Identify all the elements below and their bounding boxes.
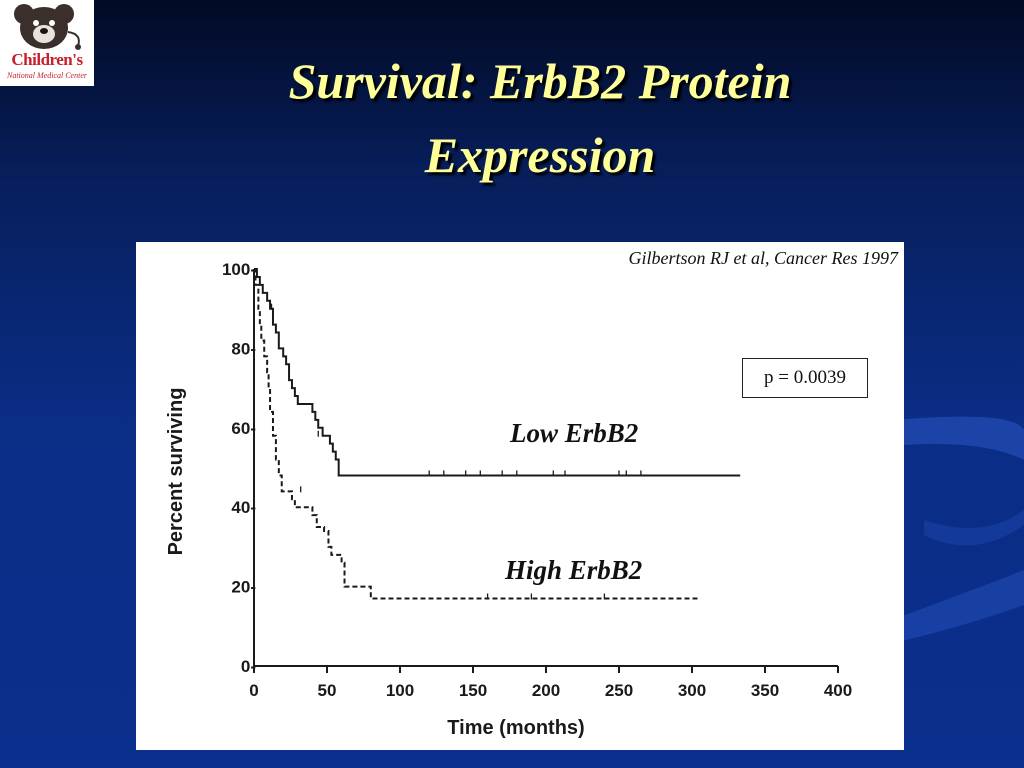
x-tick-label: 200: [532, 681, 560, 700]
x-axis-title: Time (months): [447, 717, 584, 739]
chart-series: [254, 268, 741, 600]
y-tick-label: 100-: [222, 260, 256, 279]
title-line-1: Survival: ErbB2 Protein: [288, 53, 792, 109]
survival-figure: 0 50 100 150 200 250 300 350 400 0- 20- 40- 60- 80- 10…: [136, 242, 904, 750]
logo-name: Children's: [11, 50, 83, 69]
x-tick-label: 150: [459, 681, 487, 700]
p-value-box: p = 0.0039: [742, 358, 868, 398]
x-tick-label: 400: [824, 681, 852, 700]
x-tick-label: 250: [605, 681, 633, 700]
survival-chart: 0 50 100 150 200 250 300 350 400 0- 20- 40- 60- 80- 10…: [165, 260, 852, 739]
chart-axes: [253, 269, 838, 667]
y-tick-label: 80-: [231, 339, 256, 358]
slide-title: Survival: ErbB2 Protein Expression: [120, 44, 960, 192]
series-line-0: [254, 268, 741, 477]
series-label-high-erbb2: High ErbB2: [505, 555, 643, 585]
logo-subtitle: National Medical Center: [7, 71, 87, 80]
title-line-2: Expression: [424, 127, 656, 183]
bear-icon: [14, 4, 81, 50]
x-tick-label: 0: [249, 681, 258, 700]
y-tick-label: 60-: [231, 419, 256, 438]
series-line-1: [254, 268, 698, 600]
chart-ticks: 0 50 100 150 200 250 300 350 400 0- 20- 40- 60- 80- 10…: [222, 260, 852, 700]
series-label-low-erbb2: Low ErbB2: [510, 418, 639, 448]
x-tick-label: 350: [751, 681, 779, 700]
x-tick-label: 50: [318, 681, 337, 700]
citation: Gilbertson RJ et al, Cancer Res 1997: [628, 248, 898, 268]
x-tick-label: 300: [678, 681, 706, 700]
y-axis-title: Percent surviving: [165, 388, 187, 556]
x-tick-label: 100: [386, 681, 414, 700]
y-tick-label: 20-: [231, 578, 256, 597]
hospital-logo: Children's National Medical Center: [0, 0, 94, 86]
y-tick-label: 40-: [231, 498, 256, 517]
y-tick-label: 0-: [241, 657, 256, 676]
